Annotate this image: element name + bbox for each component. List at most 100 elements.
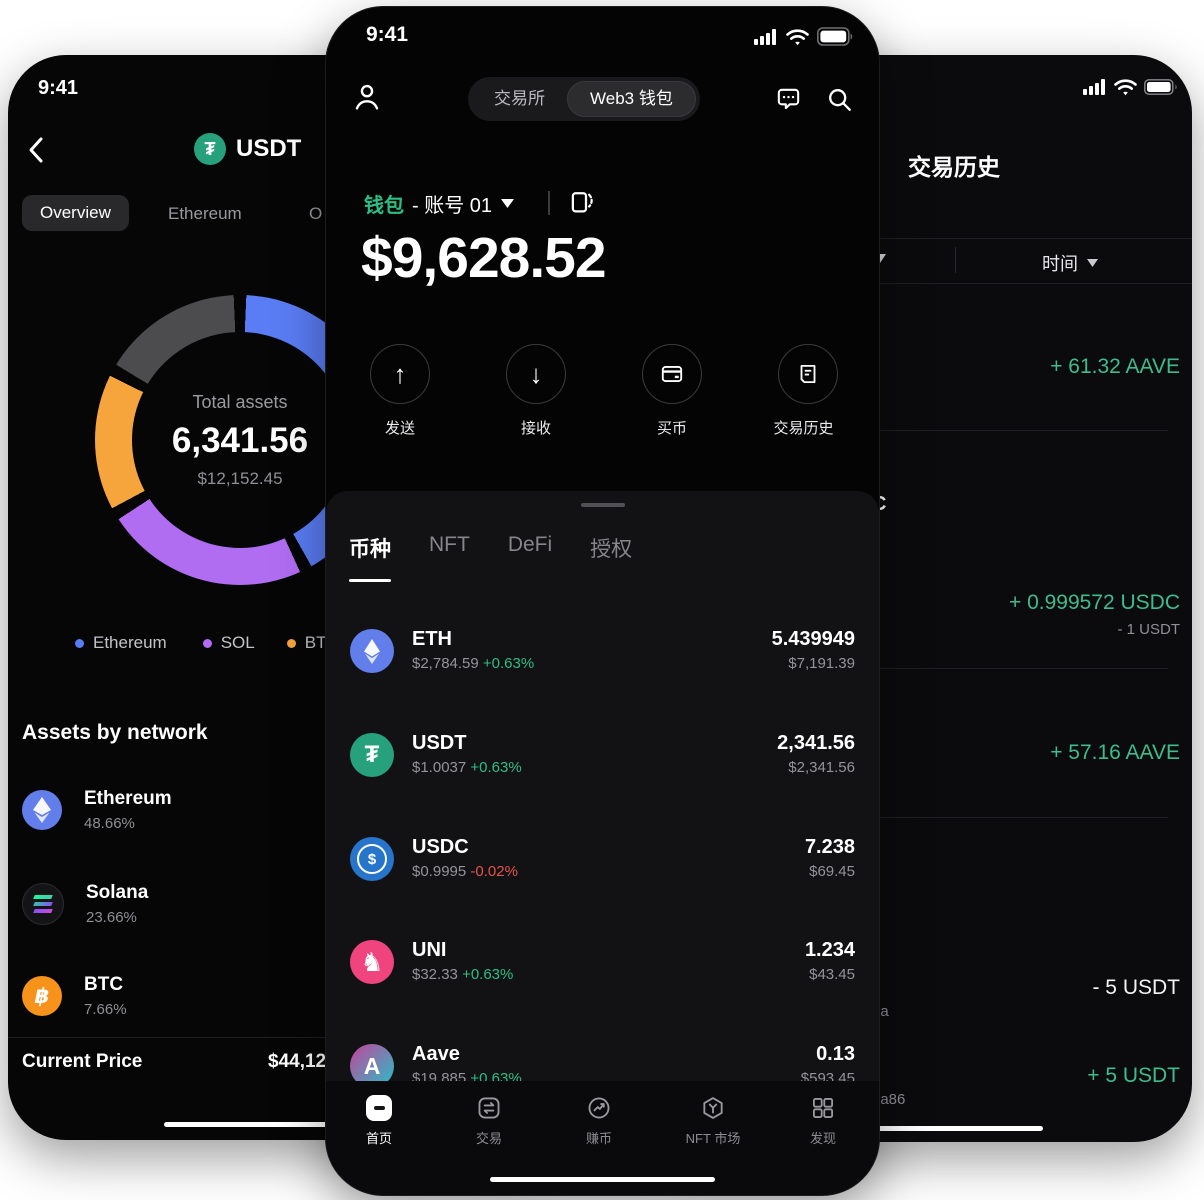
token-row-eth[interactable]: ETH $2,784.59 +0.63% 5.439949 $7,191.39 (326, 599, 879, 703)
network-row-btc[interactable]: ฿ BTC 7.66% (22, 974, 127, 1018)
token-row-uni[interactable]: ♞ UNI $32.33 +0.63% 1.234 $43.45 (326, 910, 879, 1014)
chevron-down-icon (501, 199, 515, 208)
donut-legend: Ethereum SOL BTC (75, 633, 339, 653)
tab-approvals[interactable]: 授权 (590, 538, 633, 561)
network-row-ethereum[interactable]: Ethereum 48.66% (22, 788, 172, 832)
tx-amount[interactable]: + 57.16 AAVE (1050, 741, 1180, 764)
trade-icon (478, 1097, 500, 1119)
tab-defi[interactable]: DeFi (507, 533, 553, 556)
token-symbol: USDC (412, 836, 469, 858)
token-price: $2,784.59 (412, 655, 479, 672)
earn-icon (588, 1097, 610, 1119)
home-indicator[interactable] (490, 1177, 715, 1182)
row-divider (674, 668, 1168, 669)
nav-trade[interactable]: 交易 (444, 1095, 534, 1147)
wallet-selector[interactable]: 钱包 - 账号 01 (364, 189, 515, 218)
asset-header: ₮ USDT (194, 133, 301, 165)
footer-divider (8, 1037, 560, 1038)
send-label: 发送 (384, 420, 415, 437)
chat-button[interactable] (774, 85, 803, 114)
token-amount: 5.439949 (771, 628, 855, 650)
header-separator (548, 191, 550, 215)
section-title-assets-by-network: Assets by network (22, 721, 208, 744)
tab-coins[interactable]: 币种 (349, 538, 391, 561)
tab-nft[interactable]: NFT (429, 533, 470, 556)
network-pct: 48.66% (84, 815, 135, 832)
legend-dot-sol (202, 638, 212, 648)
donut-center-fiat: $12,152.45 (197, 468, 283, 488)
token-change: +0.63% (482, 655, 535, 672)
usdt-token-icon: ₮ (350, 733, 394, 777)
row-divider (674, 430, 1168, 431)
token-fiat: $43.45 (809, 966, 855, 983)
switch-wallet-button[interactable] (566, 187, 596, 217)
tab-ethereum[interactable]: Ethereum (168, 204, 242, 223)
wifi-icon (786, 28, 809, 45)
token-amount: 7.238 (804, 836, 855, 858)
search-button[interactable] (825, 85, 854, 114)
bottom-nav: 首页 交易 赚币 NFT 市场 (326, 1081, 879, 1195)
discover-icon (812, 1097, 834, 1119)
nav-earn[interactable]: 赚币 (554, 1095, 644, 1147)
time-filter[interactable]: 时间 (1042, 250, 1098, 276)
segmented-control: 交易所 Web3 钱包 (468, 77, 700, 121)
nav-discover[interactable]: 发现 (778, 1095, 868, 1147)
battery-icon (817, 27, 853, 46)
legend-dot-btc (286, 638, 296, 648)
token-amount: 2,341.56 (777, 732, 855, 754)
network-name: BTC (84, 974, 124, 995)
tx-amount[interactable]: + 61.32 AAVE (1050, 355, 1180, 378)
profile-button[interactable] (351, 81, 383, 113)
page-title: 交易历史 (908, 154, 1000, 180)
account-label: - 账号 01 (412, 195, 493, 217)
signal-icon (1083, 79, 1105, 95)
filter-separator (955, 247, 956, 273)
drag-handle[interactable] (580, 503, 625, 507)
btc-network-icon: ฿ (22, 976, 62, 1016)
total-balance: $9,628.52 (361, 226, 607, 290)
status-time: 9:41 (366, 23, 409, 46)
send-button[interactable]: ↑ 发送 (370, 344, 430, 438)
token-row-usdc[interactable]: $ USDC $0.9995 -0.02% 7.238 $69.45 (326, 807, 879, 911)
nav-home[interactable]: 首页 (334, 1095, 424, 1147)
current-price-value: $44,12 (268, 1051, 327, 1072)
token-row-usdt[interactable]: ₮ USDT $1.0037 +0.63% 2,341.56 $2,341.56 (326, 703, 879, 807)
donut-center-value: 6,341.56 (171, 420, 309, 460)
tab-overview[interactable]: Overview (22, 195, 129, 231)
person-icon (355, 84, 379, 110)
token-symbol: USDT (412, 732, 467, 754)
chevron-down-icon (1087, 259, 1098, 267)
back-button[interactable] (24, 133, 50, 167)
token-change: +0.63% (462, 966, 514, 983)
token-fiat: $2,341.56 (788, 759, 855, 776)
tx-amount[interactable]: + 0.999572 USDC (1008, 591, 1180, 614)
tab-exchange[interactable]: 交易所 (494, 89, 545, 108)
network-name: Solana (86, 882, 149, 903)
tx-amount[interactable]: + 5 USDT (1087, 1064, 1180, 1087)
history-button[interactable]: 交易历史 (769, 344, 838, 438)
tx-amount[interactable]: - 5 USDT (1092, 976, 1180, 999)
token-fiat: $7,191.39 (788, 655, 855, 672)
solana-network-icon (22, 883, 64, 925)
time-filter-label: 时间 (1042, 254, 1078, 274)
buy-label: 买币 (656, 420, 687, 437)
row-divider (674, 817, 1168, 818)
tab-third-partial[interactable]: O (309, 204, 323, 223)
usdt-icon: ₮ (194, 133, 226, 165)
usdc-token-icon: $ (350, 837, 394, 881)
arrow-down-icon: ↓ (529, 358, 543, 389)
search-icon (829, 89, 851, 111)
home-indicator[interactable] (821, 1126, 1043, 1131)
donut-center-label: Total assets (192, 391, 288, 412)
receive-button[interactable]: ↓ 接收 (506, 344, 566, 438)
filter-divider-top (650, 238, 1192, 239)
network-row-solana[interactable]: Solana 23.66% (22, 882, 148, 926)
buy-crypto-button[interactable]: 买币 (642, 344, 702, 438)
tx-sub-amount: - 1 USDT (1117, 621, 1180, 638)
legend-dot-ethereum (75, 638, 84, 648)
tab-web3-wallet[interactable]: Web3 钱包 (567, 81, 696, 117)
home-indicator[interactable] (164, 1122, 404, 1127)
token-price: $0.9995 (412, 863, 467, 880)
wifi-icon (1114, 79, 1137, 96)
nav-nft-market[interactable]: NFT 市场 (668, 1095, 758, 1147)
